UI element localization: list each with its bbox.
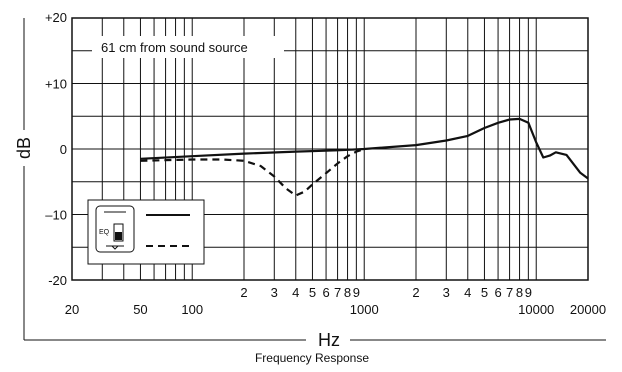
annotation-label: 61 cm from sound source bbox=[101, 40, 248, 55]
x-tick-label-major: 1000 bbox=[350, 302, 379, 317]
x-tick-label-minor: 2 bbox=[240, 285, 247, 300]
series-layer bbox=[140, 117, 589, 197]
x-tick-label-minor: 9 bbox=[353, 285, 360, 300]
annotation-background bbox=[92, 36, 284, 58]
plot-frame bbox=[71, 17, 589, 281]
x-tick-label-minor: 3 bbox=[271, 285, 278, 300]
legend: EQ bbox=[87, 199, 205, 265]
x-axis-label: Hz bbox=[318, 330, 340, 350]
y-tick-label: +20 bbox=[45, 10, 67, 25]
x-tick-label-minor: 4 bbox=[292, 285, 299, 300]
x-tick-label-major: 20 bbox=[65, 302, 79, 317]
eq-switch-icon: EQ bbox=[95, 205, 135, 253]
x-tick-label-major: 10000 bbox=[518, 302, 554, 317]
x-tick-label-minor: 3 bbox=[443, 285, 450, 300]
x-tick-labels: 2 3 4 5 6 7 8 9 2 3 4 5 6 7 8 920 50 100 1000 10000 20000 bbox=[65, 285, 606, 317]
x-tick-label-minor: 4 bbox=[464, 285, 471, 300]
x-tick-label-minor: 5 bbox=[309, 285, 316, 300]
series-line-dashed bbox=[140, 147, 365, 197]
y-tick-label: 0 bbox=[60, 142, 67, 157]
chart-caption: Frequency Response bbox=[255, 351, 369, 365]
x-tick-label-minor: 6 bbox=[322, 285, 329, 300]
series-line-solid bbox=[140, 117, 589, 180]
y-tick-label: -20 bbox=[48, 273, 67, 288]
y-axis-label: dB bbox=[14, 137, 34, 159]
x-tick-label-minor: 9 bbox=[525, 285, 532, 300]
x-tick-label-major: 20000 bbox=[570, 302, 606, 317]
y-tick-labels: +20 +10 0 –10 -20 bbox=[45, 10, 67, 288]
y-tick-label: –10 bbox=[45, 208, 67, 223]
eq-switch-label: EQ bbox=[99, 229, 110, 236]
x-tick-label-minor: 5 bbox=[481, 285, 488, 300]
grid-lines bbox=[72, 18, 588, 280]
x-tick-label-minor: 2 bbox=[412, 285, 419, 300]
x-tick-label-minor: 7 bbox=[506, 285, 513, 300]
x-tick-label-minor: 6 bbox=[494, 285, 501, 300]
x-tick-label-minor: 8 bbox=[344, 285, 351, 300]
legend-box bbox=[87, 199, 205, 265]
x-tick-label-minor: 8 bbox=[516, 285, 523, 300]
x-tick-label-major: 100 bbox=[181, 302, 203, 317]
x-tick-label-minor: 7 bbox=[334, 285, 341, 300]
x-tick-label-major: 50 bbox=[133, 302, 147, 317]
y-tick-label: +10 bbox=[45, 77, 67, 92]
